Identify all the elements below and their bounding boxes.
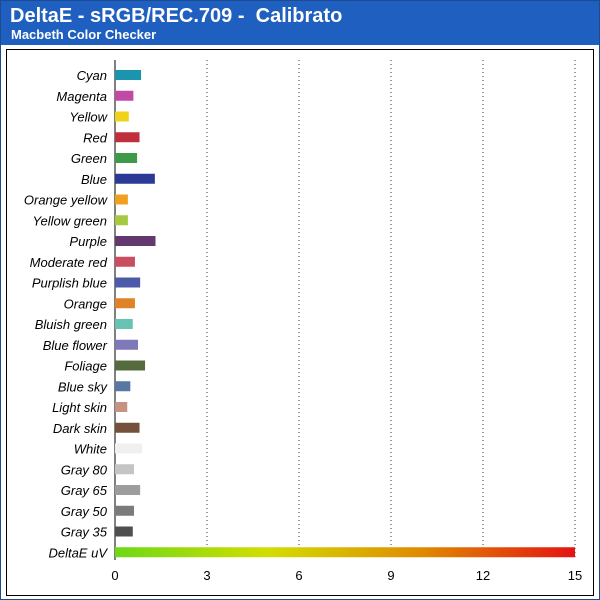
category-label: Blue sky [58,379,109,394]
x-tick-label: 12 [476,568,490,583]
category-label: Gray 35 [61,525,108,540]
x-tick-label: 3 [203,568,210,583]
category-label: Light skin [52,400,107,415]
category-label: Red [83,130,108,145]
category-label: Yellow green [33,213,107,228]
category-label: Bluish green [35,317,107,332]
bar-blue-flower [115,339,138,350]
bar-gray-65 [115,485,141,495]
grid-lines [114,60,576,560]
category-label: Magenta [56,89,107,104]
category-label: DeltaE uV [48,545,108,560]
category-label: Purplish blue [32,276,107,291]
bar-blue [115,173,155,184]
bar-blue-sky [115,381,131,392]
category-label: Gray 50 [61,504,108,519]
category-label: Green [71,151,107,166]
bar-chart: Cyan Magenta Yellow Red Green Blue Orange yell… [24,60,582,583]
bar-red [115,132,140,143]
bar-bluish-green [115,319,133,329]
bar-cyan [115,70,142,80]
category-label: Orange yellow [24,193,109,208]
category-label: Purple [69,234,107,249]
bar-light-skin [115,402,128,412]
category-label: Blue flower [43,338,108,353]
chart-title: DeltaE - sRGB/REC.709 - Calibrato [10,5,343,27]
bar-purple [115,236,156,246]
category-label: Gray 80 [61,462,108,477]
category-label: Dark skin [53,421,107,436]
bar-green [115,153,138,163]
bar-purplish-blue [115,277,141,288]
category-label: Orange [64,296,107,311]
bar-white [115,443,142,454]
bars [115,70,575,558]
bar-gray-80 [115,464,135,475]
category-label: Yellow [69,110,108,125]
bar-orange [115,298,135,309]
bar-gray-50 [115,505,135,516]
bar-foliage [115,360,146,371]
category-label: Blue [81,172,107,187]
x-tick-labels: 0 3 6 9 12 15 [111,568,582,583]
bar-yellow [115,111,129,122]
x-tick-label: 15 [568,568,582,583]
x-tick-label: 9 [387,568,394,583]
x-tick-label: 6 [295,568,302,583]
bar-gray-35 [115,526,133,537]
category-label: Moderate red [30,255,108,270]
bar-yellow-green [115,215,128,226]
bar-magenta [115,90,134,101]
bar-moderate-red [115,256,135,267]
category-label: Cyan [77,68,107,83]
category-label: Gray 65 [61,483,108,498]
bar-orange-yellow [115,194,128,205]
bar-deltae-uv [115,547,575,558]
category-labels: Cyan Magenta Yellow Red Green Blue Orange yell… [24,68,109,560]
x-tick-label: 0 [111,568,118,583]
plot-area: Cyan Magenta Yellow Red Green Blue Orange yell… [6,49,594,596]
category-label: Foliage [64,359,107,374]
bar-dark-skin [115,422,140,433]
chart-subtitle: Macbeth Color Checker [11,27,157,42]
chart-header: DeltaE - sRGB/REC.709 - Calibrato Macbet… [1,1,599,45]
category-label: White [74,442,107,457]
